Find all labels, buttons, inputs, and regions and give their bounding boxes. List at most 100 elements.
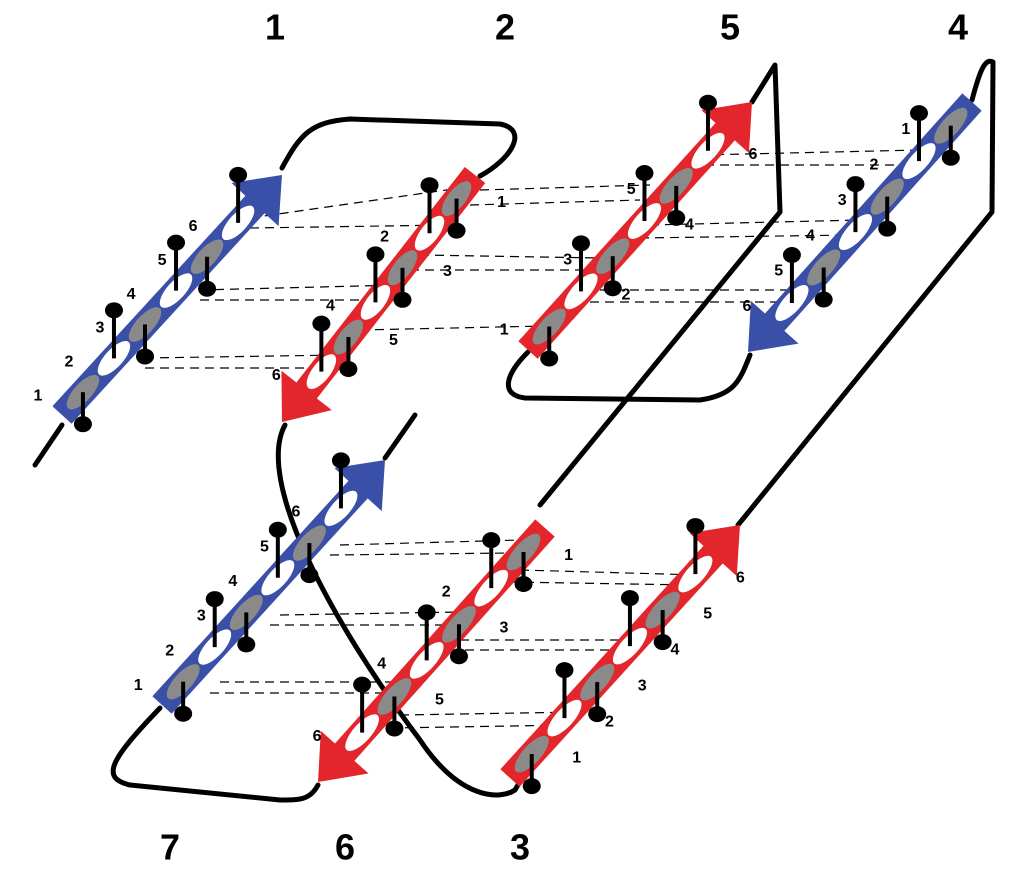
hbond xyxy=(699,149,921,156)
side-chain-head xyxy=(482,532,501,549)
residue-number: 5 xyxy=(774,263,783,280)
residue-number: 6 xyxy=(749,146,758,163)
side-chain-head xyxy=(174,705,193,722)
strands: 1 2 3 4 5 6 1 1 2 3 4 5 6 2 1 2 3 4 5 6 5 1 2 3 4 5 6 4 1 2 3 4 5 6 7 1 2 3 4 5… xyxy=(33,7,982,868)
residue-number: 1 xyxy=(497,194,506,211)
residue-number: 4 xyxy=(326,298,335,315)
side-chain-head xyxy=(268,521,287,538)
residue-number: 4 xyxy=(228,573,237,590)
hbond xyxy=(639,234,851,239)
strand-number: 6 xyxy=(335,827,355,868)
residue-number: 5 xyxy=(627,181,636,198)
side-chain-head xyxy=(135,348,154,365)
connections xyxy=(32,58,996,803)
residue-number: 4 xyxy=(685,216,694,233)
side-chain-head xyxy=(366,246,385,263)
hbond-lines xyxy=(144,149,921,729)
residue-number: 1 xyxy=(572,749,581,766)
residue-number: 4 xyxy=(127,286,136,303)
beta-strand: 1 2 3 4 5 6 7 xyxy=(134,452,385,868)
strand-number: 1 xyxy=(265,7,285,48)
residue-number: 6 xyxy=(742,298,751,315)
beta-strand: 1 2 3 4 5 6 4 xyxy=(742,7,982,352)
residue-number: 2 xyxy=(605,713,614,730)
hbond xyxy=(399,711,581,716)
strand-number: 7 xyxy=(160,827,180,868)
side-chain-head xyxy=(393,291,412,308)
side-chain-head xyxy=(514,576,533,593)
side-chain-head xyxy=(686,518,705,535)
strand-number: 5 xyxy=(720,7,740,48)
side-chain-head xyxy=(522,778,541,795)
residue-number: 2 xyxy=(65,354,74,371)
residue-number: 5 xyxy=(260,538,269,555)
side-chain-head xyxy=(588,706,607,723)
side-chain-head xyxy=(420,177,439,194)
side-chain-head xyxy=(667,209,686,226)
residue-number: 3 xyxy=(563,251,572,268)
residue-number: 1 xyxy=(500,322,509,339)
residue-number: 1 xyxy=(564,547,573,564)
hbond xyxy=(329,552,511,556)
strand-number: 3 xyxy=(510,827,530,868)
residue-number: 5 xyxy=(389,332,398,349)
side-chain-head xyxy=(540,350,559,367)
loop xyxy=(279,116,518,179)
beta-strand: 1 2 3 4 5 6 1 xyxy=(33,7,285,433)
residue-number: 3 xyxy=(500,619,509,636)
residue-number: 4 xyxy=(377,656,386,673)
side-chain-head xyxy=(910,105,929,122)
residue-number: 4 xyxy=(670,641,679,658)
side-chain-head xyxy=(237,636,256,653)
residue-number: 2 xyxy=(380,228,389,245)
residue-number: 6 xyxy=(313,728,322,745)
side-chain-head xyxy=(603,280,622,297)
residue-number: 2 xyxy=(442,583,451,600)
c-terminus xyxy=(382,412,418,461)
side-chain-head xyxy=(449,648,468,665)
residue-number: 3 xyxy=(96,320,105,337)
side-chain-head xyxy=(653,634,672,651)
residue-number: 5 xyxy=(158,252,167,269)
side-chain-head xyxy=(635,165,654,182)
side-chain-head xyxy=(167,234,186,251)
residue-number: 2 xyxy=(165,642,174,659)
loop xyxy=(110,705,321,803)
side-chain-head xyxy=(331,452,350,469)
hbond xyxy=(144,354,341,359)
side-chain-head xyxy=(229,166,248,183)
side-chain-head xyxy=(353,676,372,693)
side-chain-head xyxy=(814,291,833,308)
residue-number: 5 xyxy=(703,605,712,622)
hbond xyxy=(249,187,461,219)
loop xyxy=(735,58,996,528)
hbond xyxy=(519,569,701,576)
beta-strand: 1 2 3 4 5 6 6 xyxy=(313,519,573,868)
strand-number: 2 xyxy=(495,7,515,48)
hbond xyxy=(479,184,651,191)
side-chain-head xyxy=(417,604,436,621)
side-chain-head xyxy=(555,662,574,679)
residue-number: 2 xyxy=(870,156,879,173)
beta-strand: 1 2 3 4 5 6 5 xyxy=(500,7,758,367)
side-chain-head xyxy=(300,567,319,584)
hbond xyxy=(469,199,641,206)
residue-number: 6 xyxy=(189,218,198,235)
side-chain-head xyxy=(205,591,224,608)
side-chain-head xyxy=(941,149,960,166)
hbond xyxy=(389,724,571,729)
hbond xyxy=(249,224,451,229)
side-chain-head xyxy=(620,590,639,607)
n-terminus xyxy=(32,422,65,468)
residue-number: 3 xyxy=(443,263,452,280)
hbond xyxy=(649,219,861,226)
side-chain-head xyxy=(878,220,897,237)
strand-number: 4 xyxy=(948,7,968,48)
residue-number: 3 xyxy=(638,677,647,694)
hbond xyxy=(509,581,691,586)
side-chain-head xyxy=(782,246,801,263)
side-chain-head xyxy=(571,235,590,252)
beta-strand: 1 2 3 4 5 6 3 xyxy=(500,518,745,868)
side-chain-head xyxy=(385,720,404,737)
